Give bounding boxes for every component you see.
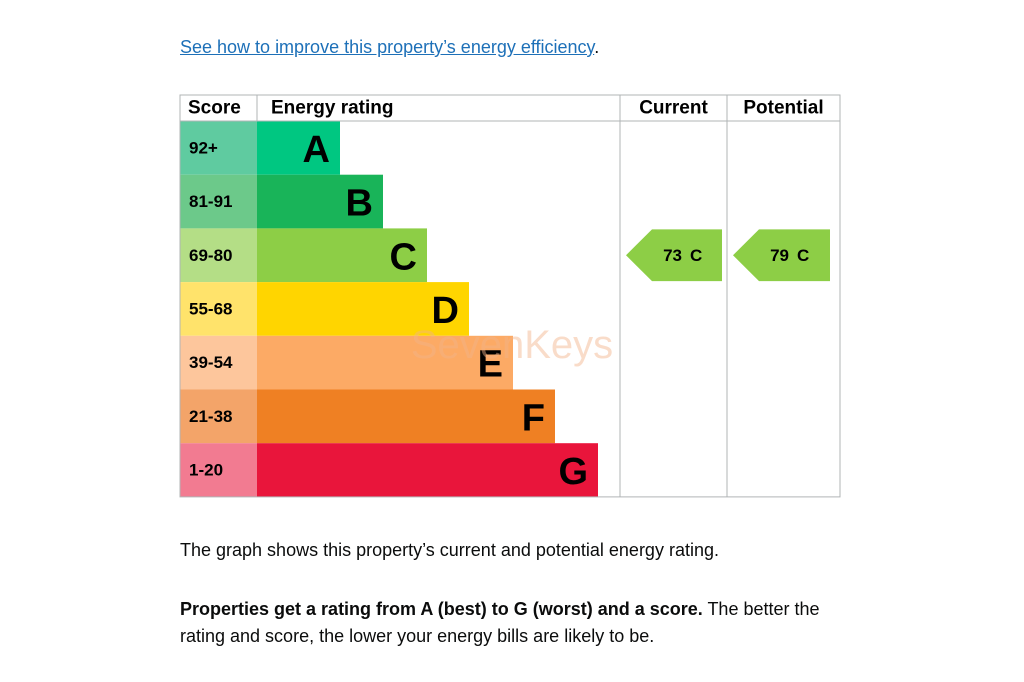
score-range: 55-68 — [189, 299, 232, 318]
text: The better the rating and score, the low… — [180, 599, 820, 646]
band-letter: C — [390, 236, 417, 278]
score-cell — [180, 228, 257, 283]
score-cell — [180, 121, 257, 175]
rating-bar — [257, 389, 555, 444]
rating-bar — [257, 443, 598, 497]
rating-bar — [257, 228, 427, 283]
current-arrow — [626, 229, 722, 282]
column-header: Potential — [743, 98, 823, 119]
current-score: 73 — [663, 246, 682, 265]
bold-text: Properties get a rating from A (best) to… — [180, 599, 703, 619]
watermark: SevenKeys — [411, 323, 613, 367]
rating-bar — [257, 335, 513, 390]
score-cell — [180, 443, 257, 497]
band-letter: F — [522, 397, 545, 439]
potential-rating: C — [797, 246, 809, 265]
score-cell — [180, 335, 257, 390]
band-letter: B — [346, 183, 373, 225]
score-cell — [180, 389, 257, 444]
current-rating: C — [690, 246, 702, 265]
score-range: 92+ — [189, 138, 218, 157]
link-suffix: . — [594, 37, 600, 57]
table-border — [179, 94, 841, 498]
epc-graph: 92+ A 81-91 B 69-80 C 55-68 D 39-54 E 21-38 F 1-20 G S… — [179, 94, 841, 498]
score-cell — [180, 282, 257, 336]
rating-bar — [257, 282, 469, 336]
rating-bar — [257, 174, 383, 229]
column-header: Score — [188, 98, 241, 119]
score-range: 69-80 — [189, 246, 232, 265]
band-letter: E — [478, 344, 503, 386]
score-range: 21-38 — [189, 407, 232, 426]
score-range: 1-20 — [189, 461, 223, 480]
link-line: See how to improve this property’s energ… — [180, 34, 845, 61]
score-range: 81-91 — [189, 192, 232, 211]
potential-score: 79 — [770, 246, 789, 265]
band-letter: A — [303, 129, 330, 171]
potential-arrow — [733, 229, 830, 282]
rating-bar — [257, 121, 340, 175]
column-header: Current — [639, 98, 708, 119]
band-letter: G — [558, 451, 588, 493]
band-letter: D — [432, 290, 459, 332]
score-cell — [180, 174, 257, 229]
column-header: Energy rating — [271, 98, 393, 119]
paragraph: Properties get a rating from A (best) to… — [180, 596, 845, 650]
paragraph: The graph shows this property’s current … — [180, 540, 719, 560]
score-range: 39-54 — [189, 353, 233, 372]
improve-link[interactable]: See how to improve this property’s energ… — [180, 37, 595, 57]
